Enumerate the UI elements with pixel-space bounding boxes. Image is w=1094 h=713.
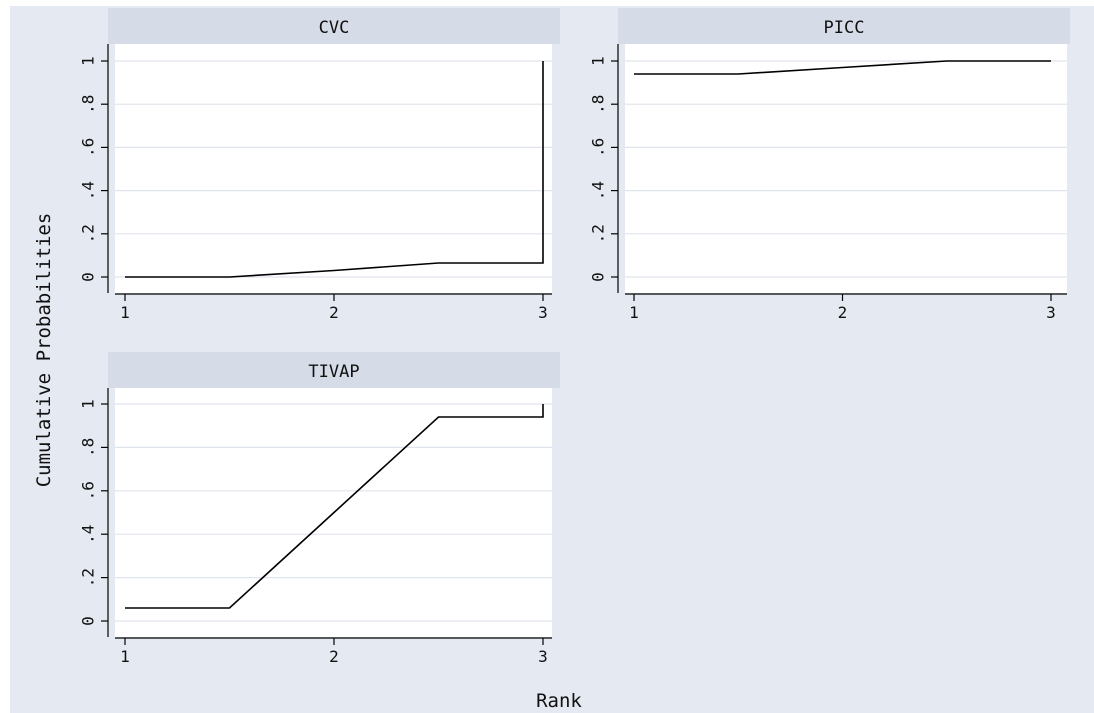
x-axis-title: Rank — [536, 690, 582, 712]
panel-title: TIVAP — [308, 362, 359, 382]
y-tick-label: .2 — [589, 224, 608, 243]
panel-strip — [108, 8, 560, 44]
panel-title: PICC — [824, 18, 865, 38]
panel-tivap: TIVAP 0 .2 .4 .6 .8 1 1 2 3 — [79, 352, 560, 666]
y-tick-label: .2 — [79, 224, 98, 243]
y-tick-label: .4 — [589, 181, 608, 200]
y-tick-label: .6 — [589, 138, 608, 157]
x-tick-label: 1 — [629, 303, 639, 322]
x-tick-label: 2 — [329, 303, 339, 322]
y-tick-label: .8 — [79, 95, 98, 114]
y-tick-label: 1 — [79, 399, 98, 409]
plot-area — [625, 44, 1067, 293]
series-line-cvc — [125, 61, 544, 278]
panel-strip — [108, 352, 560, 388]
y-tick-label: .4 — [79, 181, 98, 200]
y-tick-label: 1 — [589, 56, 608, 66]
y-tick-label: .8 — [589, 95, 608, 114]
x-tick-label: 3 — [538, 647, 548, 666]
x-tick-label: 1 — [120, 303, 130, 322]
y-tick-label: .4 — [79, 525, 98, 544]
panel-picc: PICC 0 .2 .4 .6 .8 1 1 2 3 — [589, 8, 1070, 322]
y-tick-label: 0 — [79, 616, 98, 626]
series-line-picc — [634, 60, 1051, 75]
plot-area — [115, 44, 552, 293]
y-tick-label: 0 — [79, 272, 98, 282]
panel-strip — [618, 8, 1070, 44]
y-tick-label: .8 — [79, 438, 98, 457]
y-tick-label: .6 — [79, 481, 98, 500]
x-tick-label: 1 — [120, 647, 130, 666]
y-tick-label: .2 — [79, 568, 98, 587]
panel-cvc: CVC 0 .2 .4 .6 .8 1 1 2 3 — [79, 8, 560, 322]
y-tick-label: 1 — [79, 56, 98, 66]
x-tick-label: 3 — [1046, 303, 1056, 322]
y-tick-label: .6 — [79, 138, 98, 157]
x-tick-label: 2 — [329, 647, 339, 666]
series-line-tivap — [125, 404, 544, 609]
x-tick-label: 3 — [538, 303, 548, 322]
x-tick-label: 2 — [838, 303, 848, 322]
panel-title: CVC — [319, 18, 350, 38]
y-tick-label: 0 — [589, 272, 608, 282]
y-axis-title: Cumulative Probabilities — [33, 213, 55, 488]
panels-layer: CVC 0 .2 .4 .6 .8 1 1 2 3 PICC 0 .2 .4 .6 .8 1 1 2 3 TIVAP 0.… — [79, 8, 1070, 666]
